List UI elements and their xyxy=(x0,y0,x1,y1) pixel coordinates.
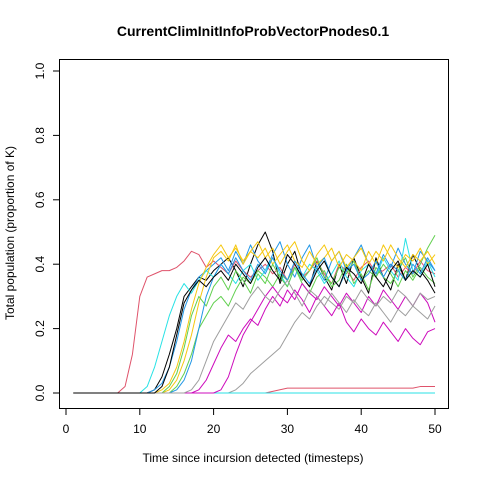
y-tick-label: 0.4 xyxy=(33,256,47,273)
y-axis: 0.0 0.2 0.4 0.6 0.8 1.0 xyxy=(33,62,60,401)
x-tick-label: 40 xyxy=(355,422,369,436)
series-line-8 xyxy=(73,289,436,394)
y-tick-label: 0.8 xyxy=(33,127,47,144)
series-line-16 xyxy=(73,254,436,394)
x-axis-label: Time since incursion detected (timesteps… xyxy=(143,451,364,465)
chart-title: CurrentClimInitInfoProbVectorPnodes0.1 xyxy=(117,23,389,39)
y-tick-label: 0.6 xyxy=(33,191,47,208)
x-tick-label: 10 xyxy=(133,422,147,436)
x-tick-label: 50 xyxy=(428,422,442,436)
series-line-1 xyxy=(73,231,436,394)
y-tick-label: 0.2 xyxy=(33,320,47,337)
y-tick-label: 1.0 xyxy=(33,62,47,79)
series-line-3 xyxy=(73,234,436,394)
series-layer xyxy=(73,231,436,394)
x-tick-label: 0 xyxy=(63,422,70,436)
plot-frame xyxy=(59,59,449,409)
y-axis-label: Total population (proportion of K) xyxy=(3,146,17,320)
series-line-9 xyxy=(73,386,435,394)
x-tick-label: 20 xyxy=(207,422,221,436)
y-tick-label: 0.0 xyxy=(33,384,47,401)
x-axis: 0 10 20 30 40 50 xyxy=(63,408,442,436)
x-tick-label: 30 xyxy=(281,422,295,436)
